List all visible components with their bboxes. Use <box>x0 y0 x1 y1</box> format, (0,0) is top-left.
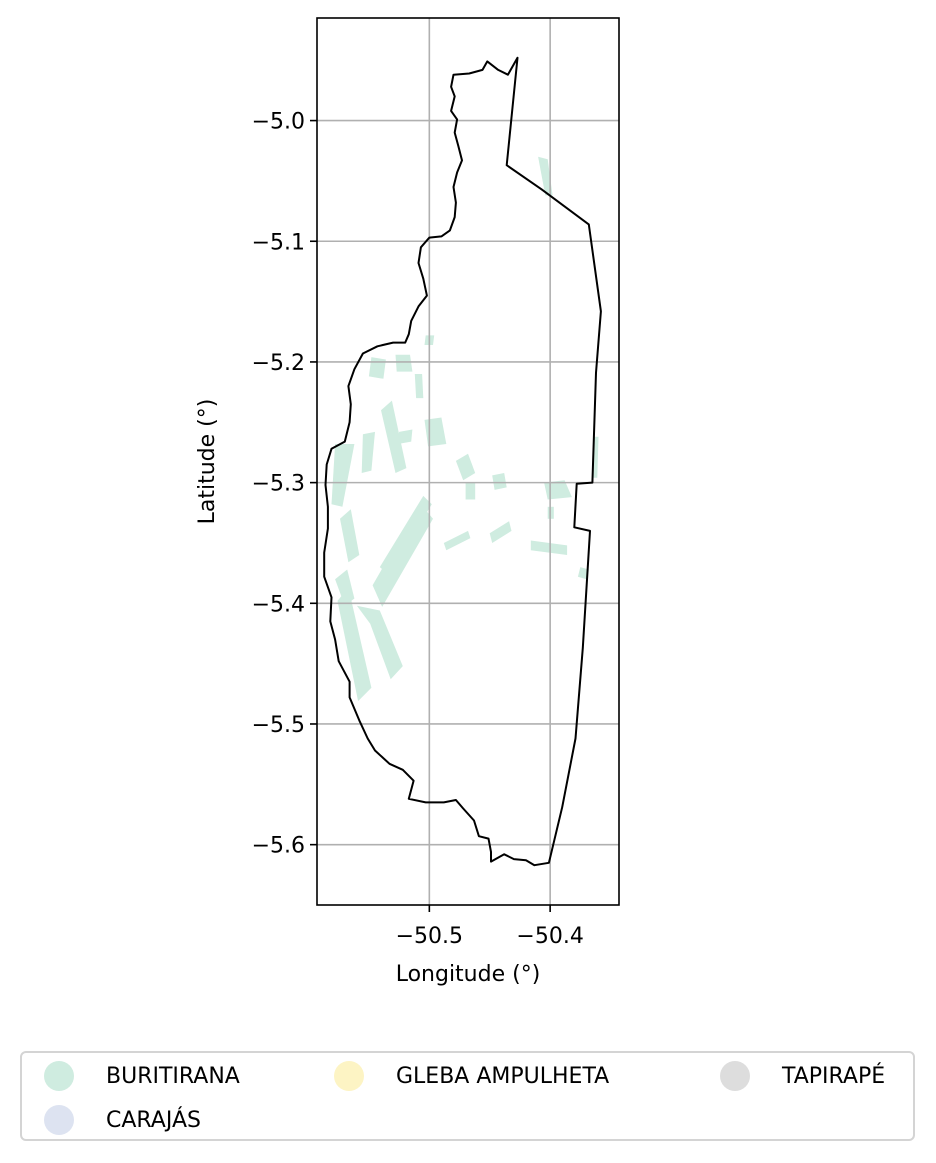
region-buritirana-3 <box>379 495 432 575</box>
legend-marker <box>44 1061 74 1091</box>
legend-label: CARAJÁS <box>106 1107 201 1133</box>
legend-label: GLEBA AMPULHETA <box>396 1063 610 1089</box>
grid-layer <box>317 18 619 905</box>
region-buritirana-20 <box>544 480 572 500</box>
legend-item-gleba-ampulheta: GLEBA AMPULHETA <box>334 1059 609 1093</box>
region-buritirana-5 <box>331 444 355 507</box>
region-buritirana-9 <box>395 354 413 372</box>
y-axis-label: Latitude (°) <box>195 399 220 525</box>
region-buritirana-18 <box>443 530 471 551</box>
y-tick-label-2: −5.2 <box>252 351 305 376</box>
region-buritirana-14 <box>397 429 413 444</box>
axes-frame <box>316 17 620 906</box>
y-tick-label-1: −5.1 <box>252 230 305 255</box>
region-buritirana-19 <box>489 521 512 543</box>
region-buritirana-11 <box>414 374 424 399</box>
y-tick-label-5: −5.5 <box>252 713 305 738</box>
region-buritirana-21 <box>530 540 568 555</box>
legend-marker <box>720 1061 750 1091</box>
legend-label: TAPIRAPÉ <box>782 1063 886 1089</box>
region-buritirana-8 <box>361 431 375 473</box>
region-buritirana-7 <box>335 569 355 606</box>
region-buritirana-0 <box>337 587 372 702</box>
legend-marker <box>44 1105 74 1135</box>
region-buritirana-15 <box>455 453 476 481</box>
y-tick-label-6: −5.6 <box>252 834 305 859</box>
region-buritirana-1 <box>356 605 403 680</box>
region-buritirana-22 <box>577 567 589 580</box>
x-tick-label-0: −50.5 <box>396 924 463 949</box>
legend-marker <box>334 1061 364 1091</box>
region-buritirana-10 <box>368 357 386 379</box>
x-axis-label: Longitude (°) <box>396 962 541 987</box>
region-buritirana-13 <box>424 417 447 447</box>
boundary-outline <box>323 56 602 867</box>
x-tick-label-1: −50.4 <box>516 924 583 949</box>
y-tick-label-4: −5.4 <box>252 592 305 617</box>
region-buritirana-17 <box>465 482 476 500</box>
legend-item-tapirape: TAPIRAPÉ <box>720 1059 885 1093</box>
region-buritirana-16 <box>492 473 507 490</box>
legend-item-buritirana: BURITIRANA <box>44 1059 240 1093</box>
map-figure: −50.5 −50.4 −5.0 −5.1 −5.2 −5.3 −5.4 −5.5 −5.6 L… <box>195 17 620 987</box>
ticks-layer: −50.5 −50.4 −5.0 −5.1 −5.2 −5.3 −5.4 −5.5 −5.6 <box>252 110 584 949</box>
region-buritirana-6 <box>340 509 360 563</box>
region-buritirana-23 <box>538 156 553 196</box>
filled-regions-layer <box>331 156 599 702</box>
y-tick-label-0: −5.0 <box>252 110 305 135</box>
legend-item-carajas: CARAJÁS <box>44 1103 201 1137</box>
y-tick-label-3: −5.3 <box>252 472 305 497</box>
legend-label: BURITIRANA <box>106 1063 240 1089</box>
boundary-outline-layer <box>323 56 602 867</box>
region-buritirana-2 <box>372 503 433 607</box>
region-buritirana-4 <box>381 400 407 473</box>
legend: BURITIRANA CARAJÁS GLEBA AMPULHETA TAPIR… <box>20 1051 915 1141</box>
